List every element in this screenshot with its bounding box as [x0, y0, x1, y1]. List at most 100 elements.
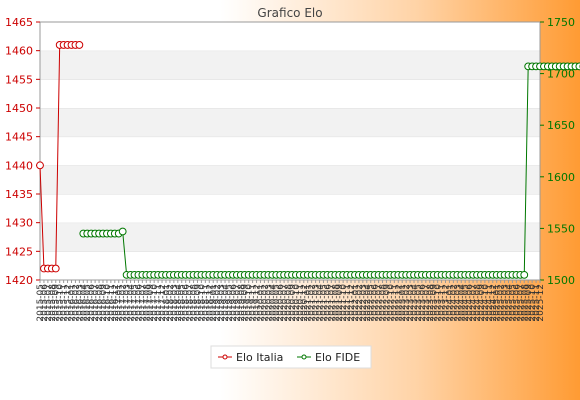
x-tick-label: 2018-08	[190, 284, 200, 322]
x-tick-label: 2017-09	[146, 284, 156, 322]
left-tick-label: 1435	[5, 188, 33, 201]
x-tick-label: 2022-04	[363, 284, 373, 322]
x-tick-label: 2019-09	[241, 284, 251, 322]
grid-band	[40, 136, 540, 166]
x-axis-ticks: 2015-052015-062015-072015-082015-092015-…	[36, 280, 546, 322]
x-tick-label: 2020-09	[288, 284, 298, 322]
x-tick-label: 2019-07	[233, 284, 243, 322]
x-tick-label: 2016-05	[83, 284, 93, 322]
x-tick-label: 2018-06	[182, 284, 192, 322]
x-tick-label: 2017-06	[134, 284, 144, 322]
x-tick-label: 2022-11	[390, 284, 400, 322]
x-tick-label: 2025-11	[532, 284, 542, 322]
x-tick-label: 2023-05	[414, 284, 424, 322]
grid-band	[40, 79, 540, 108]
x-tick-label: 2020-07	[280, 284, 290, 322]
x-tick-label: 2019-06	[229, 284, 239, 322]
x-tick-label: 2020-03	[264, 284, 274, 322]
x-tick-label: 2023-09	[430, 284, 440, 322]
x-tick-label: 2022-06	[371, 284, 381, 322]
x-tick-label: 2025-01	[493, 284, 503, 322]
x-tick-label: 2019-11	[249, 284, 259, 322]
x-tick-label: 2024-10	[481, 284, 491, 322]
x-tick-label: 2024-12	[489, 284, 499, 322]
x-tick-label: 2021-08	[331, 284, 341, 322]
data-point	[51, 264, 60, 273]
x-tick-label: 2018-04	[174, 284, 184, 322]
x-tick-label: 2016-01	[67, 284, 77, 322]
x-tick-label: 2024-08	[473, 284, 483, 322]
x-tick-label: 2016-02	[71, 284, 81, 322]
x-tick-label: 2016-08	[95, 284, 105, 322]
right-tick-label: 1550	[547, 222, 575, 235]
x-tick-label: 2024-01	[445, 284, 455, 322]
x-tick-label: 2021-11	[343, 284, 353, 322]
x-tick-label: 2024-03	[453, 284, 463, 322]
right-tick-label: 1650	[547, 119, 575, 132]
x-tick-label: 2015-07	[44, 284, 54, 322]
x-tick-label: 2024-11	[485, 284, 495, 322]
x-tick-label: 2019-01	[209, 284, 219, 322]
data-point	[75, 41, 84, 49]
x-tick-label: 2023-10	[434, 284, 444, 322]
x-tick-label: 2022-12	[394, 284, 404, 322]
x-tick-label: 2022-03	[359, 284, 369, 322]
x-tick-label: 2016-12	[111, 284, 121, 322]
grid-bands	[39, 21, 541, 281]
x-tick-label: 2018-07	[186, 284, 196, 322]
grid-band	[40, 50, 540, 80]
x-tick-label: 2017-11	[154, 284, 164, 322]
left-axis-ticks: 1420 1425 1430 1435 1440 1445 1450 1455 1460 1465	[5, 16, 40, 287]
x-tick-label: 2025-03	[501, 284, 511, 322]
x-tick-label: 2015-11	[60, 284, 70, 322]
x-tick-label: 2018-03	[170, 284, 180, 322]
x-tick-label: 2015-08	[48, 284, 58, 322]
x-tick-label: 2023-02	[402, 284, 412, 322]
data-point	[575, 62, 580, 71]
series-elo-italia	[36, 41, 84, 273]
x-tick-label: 2022-09	[382, 284, 392, 322]
x-tick-label: 2015-05	[36, 284, 46, 322]
x-tick-label: 2021-02	[308, 284, 318, 322]
x-tick-label: 2016-04	[79, 284, 89, 322]
x-tick-label: 2025-06	[512, 284, 522, 322]
x-tick-label: 2018-10	[197, 284, 207, 322]
data-point	[36, 161, 44, 170]
data-point	[118, 227, 127, 236]
x-tick-label: 2021-01	[304, 284, 314, 322]
x-tick-label: 2016-06	[87, 284, 97, 322]
x-tick-label: 2019-05	[225, 284, 235, 322]
x-tick-label: 2023-11	[438, 284, 448, 322]
x-tick-label: 2025-09	[524, 284, 534, 322]
x-tick-label: 2019-12	[253, 284, 263, 322]
series-layer	[36, 41, 580, 279]
x-tick-label: 2020-02	[260, 284, 270, 322]
x-tick-label: 2022-07	[375, 284, 385, 322]
grid-band	[40, 194, 540, 223]
data-point	[520, 270, 529, 279]
x-tick-label: 2025-02	[497, 284, 507, 322]
x-tick-label: 2018-12	[205, 284, 215, 322]
x-tick-label: 2015-06	[40, 284, 50, 322]
x-tick-label: 2020-12	[300, 284, 310, 322]
left-tick-label: 1430	[5, 217, 33, 230]
left-tick-label: 1445	[5, 131, 33, 144]
x-tick-label: 2025-08	[520, 284, 530, 322]
left-tick-label: 1450	[5, 102, 33, 115]
legend-box	[210, 345, 372, 369]
x-tick-label: 2025-10	[528, 284, 538, 322]
left-tick-label: 1440	[5, 159, 33, 172]
x-tick-label: 2022-08	[379, 284, 389, 322]
x-tick-label: 2017-03	[123, 284, 133, 322]
x-tick-label: 2016-03	[75, 284, 85, 322]
x-tick-label: 2017-10	[150, 284, 160, 322]
x-tick-label: 2017-01	[115, 284, 125, 322]
x-tick-label: 2021-03	[312, 284, 322, 322]
x-tick-label: 2025-04	[505, 284, 515, 322]
right-tick-label: 1600	[547, 171, 575, 184]
x-tick-label: 2023-12	[442, 284, 452, 322]
x-tick-label: 2015-09	[52, 284, 62, 322]
x-tick-label: 2020-05	[272, 284, 282, 322]
x-tick-label: 2015-12	[64, 284, 74, 322]
x-tick-label: 2016-10	[103, 284, 113, 322]
